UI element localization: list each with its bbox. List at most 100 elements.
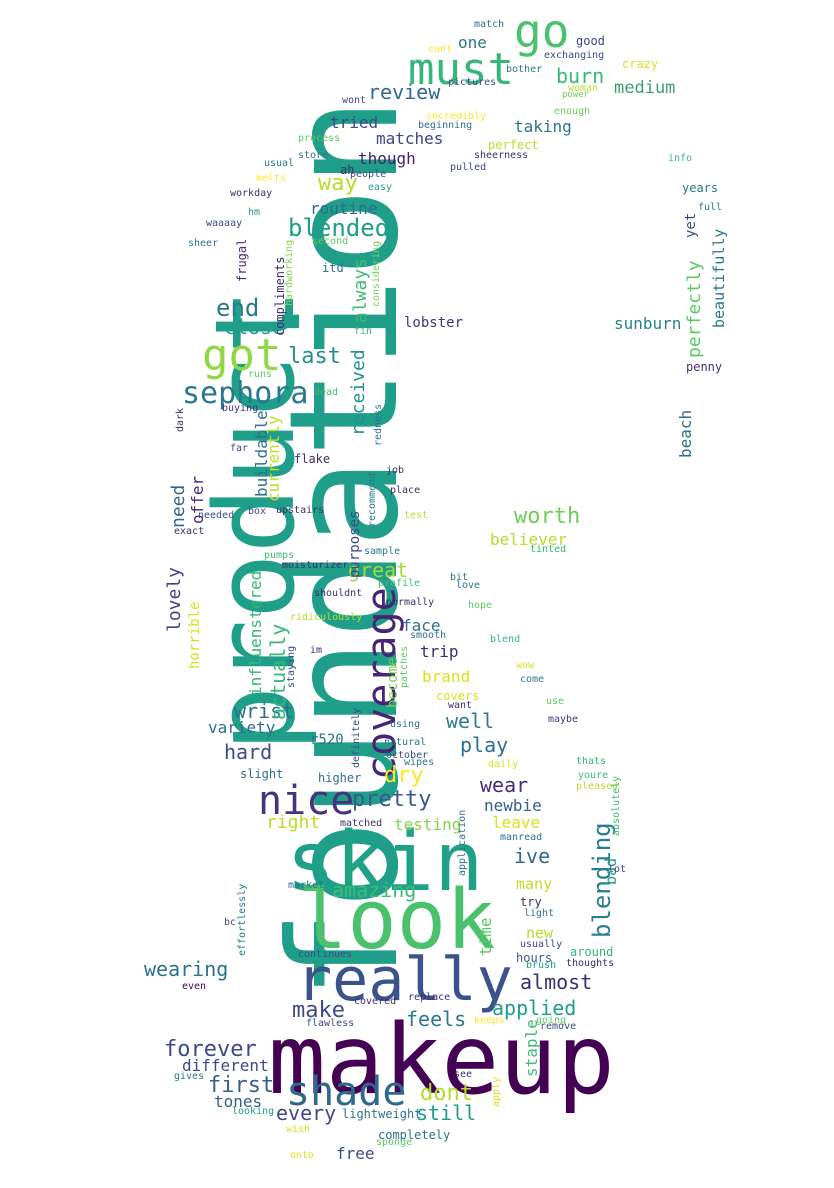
word-exchanging: exchanging [544, 50, 605, 61]
word-variety: variety [208, 718, 276, 737]
word-usual: usual [264, 158, 295, 169]
word-love: love [456, 580, 481, 591]
word-waaaay: waaaay [206, 218, 243, 229]
word-place: place [390, 485, 421, 496]
word-staying: staying [286, 645, 297, 688]
word-sheerness: sheerness [474, 150, 529, 161]
word-hours: hours [516, 951, 553, 965]
word-pumps: pumps [264, 550, 295, 561]
word-hard: hard [224, 740, 273, 764]
word-wearing: wearing [144, 957, 229, 981]
word-penny: penny [686, 360, 723, 374]
word-make: make [292, 998, 345, 1023]
word-one: one [458, 33, 487, 52]
word-slight: slight [240, 767, 284, 781]
word-absolutely: absolutely [611, 775, 622, 836]
word-needed: needed [198, 510, 235, 521]
word-even: even [182, 981, 207, 992]
word-influenstered: influenstered [246, 570, 265, 696]
word-far: far [230, 443, 249, 454]
word-manread: manread [500, 832, 543, 843]
word-job: job [386, 465, 405, 476]
word-perfect: perfect [488, 138, 539, 152]
word-cant: cant [428, 44, 453, 55]
word-remove: remove [540, 1021, 577, 1032]
word-many: many [516, 875, 553, 893]
word-matched: matched [340, 818, 383, 829]
word-crazy: crazy [622, 57, 659, 71]
word-pulled: pulled [450, 162, 487, 173]
word-shade: shade [286, 1069, 407, 1115]
word-sunburn: sunburn [614, 314, 682, 333]
word-power: power [562, 90, 590, 100]
word-normally: normally [386, 597, 435, 608]
word-skin: skin [286, 815, 484, 910]
word-going: going [536, 1015, 567, 1026]
word-burn: burn [556, 64, 605, 88]
word-dry: dry [384, 763, 424, 788]
word-still: still [416, 1101, 477, 1125]
word-review: review [368, 80, 441, 104]
word-way: way [318, 171, 358, 196]
word-bother: bother [506, 64, 543, 75]
word-moisturizer: moisturizer [282, 560, 349, 571]
word-fin: fin [354, 326, 373, 337]
word-october: october [386, 750, 429, 761]
word-patches: patches [399, 645, 410, 688]
word-test: test [404, 510, 429, 521]
word-well: well [446, 709, 495, 733]
word-ive: ive [514, 844, 551, 868]
word-runs: runs [248, 369, 273, 380]
word-want: want [448, 700, 473, 711]
word-currently: currently [264, 415, 283, 502]
word-wear: wear [480, 773, 529, 797]
word-dark: dark [175, 407, 186, 432]
word-full: full [698, 202, 723, 213]
word-got: got [202, 330, 282, 381]
word-smooth: smooth [410, 630, 447, 641]
word-process: process [298, 133, 341, 144]
word-application: application [457, 809, 468, 876]
word-replace: replace [408, 992, 451, 1003]
word-wont: wont [342, 95, 367, 106]
word-right: right [266, 812, 321, 833]
word-definitely: definitely [351, 707, 362, 768]
word-second: second [312, 236, 349, 247]
word-beautifully: beautifully [710, 228, 728, 328]
word-enough: enough [554, 106, 591, 117]
word-higher: higher [318, 771, 362, 785]
word-tones: tones [214, 1092, 263, 1111]
word-people: people [350, 169, 387, 180]
word-horrible: horrible [187, 601, 203, 669]
word-keeps: keeps [474, 1015, 505, 1026]
word-blend: blend [490, 634, 521, 645]
word-redness: redness [373, 403, 384, 446]
word-must: must [408, 44, 514, 95]
word-great: great [348, 558, 409, 582]
word-onto: onto [290, 1150, 315, 1161]
word-maybe: maybe [548, 714, 579, 725]
word-store: store [298, 150, 329, 161]
word-hm: hm [248, 207, 261, 218]
word-face: face [402, 616, 441, 635]
word-daily: daily [488, 759, 519, 770]
word-look: look [298, 873, 496, 968]
word-lot: lot [608, 864, 627, 875]
word-wow: wow [516, 660, 535, 671]
word-worth: worth [514, 504, 581, 529]
word-looking: looking [232, 1106, 275, 1117]
word-r520: r520 [310, 732, 344, 748]
word-blended: blended [288, 214, 390, 242]
word-become: become [385, 657, 401, 708]
word-end: end [216, 294, 260, 322]
word-natural: natural [384, 737, 427, 748]
word-yet: yet [683, 212, 699, 238]
word-ah: ah [340, 163, 355, 177]
word-taking: taking [514, 117, 572, 136]
word-time: time [476, 917, 495, 956]
word-years: years [682, 181, 719, 195]
word-thoughts: thoughts [566, 958, 615, 969]
word-lobster: lobster [404, 315, 464, 331]
word-leave: leave [492, 813, 541, 832]
